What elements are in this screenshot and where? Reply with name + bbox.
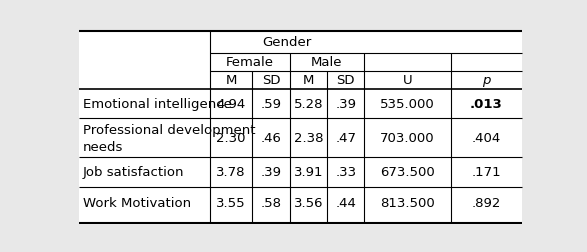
Text: SD: SD	[262, 74, 280, 87]
Text: Emotional intelligence: Emotional intelligence	[83, 98, 232, 111]
Text: .013: .013	[470, 98, 503, 111]
Text: 2.38: 2.38	[294, 132, 323, 145]
Text: .404: .404	[472, 132, 501, 145]
Text: .47: .47	[335, 132, 356, 145]
Text: 2.30: 2.30	[216, 132, 246, 145]
Text: Job satisfaction: Job satisfaction	[83, 166, 184, 179]
Text: .171: .171	[472, 166, 501, 179]
Text: needs: needs	[83, 140, 123, 153]
Text: .44: .44	[335, 197, 356, 209]
Text: 5.28: 5.28	[294, 98, 323, 111]
Text: Female: Female	[226, 56, 274, 69]
Text: .33: .33	[335, 166, 356, 179]
Text: 3.78: 3.78	[216, 166, 246, 179]
Text: 3.55: 3.55	[216, 197, 246, 209]
Text: Work Motivation: Work Motivation	[83, 197, 191, 209]
Text: .39: .39	[335, 98, 356, 111]
Text: SD: SD	[336, 74, 355, 87]
Text: 535.000: 535.000	[380, 98, 435, 111]
Text: 673.500: 673.500	[380, 166, 435, 179]
Text: 4.94: 4.94	[217, 98, 246, 111]
Text: 813.500: 813.500	[380, 197, 435, 209]
Text: 703.000: 703.000	[380, 132, 435, 145]
Text: Professional development: Professional development	[83, 123, 255, 136]
Text: .892: .892	[472, 197, 501, 209]
Text: .58: .58	[261, 197, 281, 209]
Text: .39: .39	[261, 166, 281, 179]
Text: .46: .46	[261, 132, 281, 145]
Text: U: U	[403, 74, 412, 87]
Text: 3.91: 3.91	[294, 166, 323, 179]
Text: 3.56: 3.56	[294, 197, 323, 209]
Text: p: p	[483, 74, 491, 87]
Text: Gender: Gender	[262, 36, 312, 49]
Text: M: M	[303, 74, 314, 87]
Text: Male: Male	[311, 56, 343, 69]
Text: M: M	[225, 74, 237, 87]
Text: .59: .59	[261, 98, 281, 111]
